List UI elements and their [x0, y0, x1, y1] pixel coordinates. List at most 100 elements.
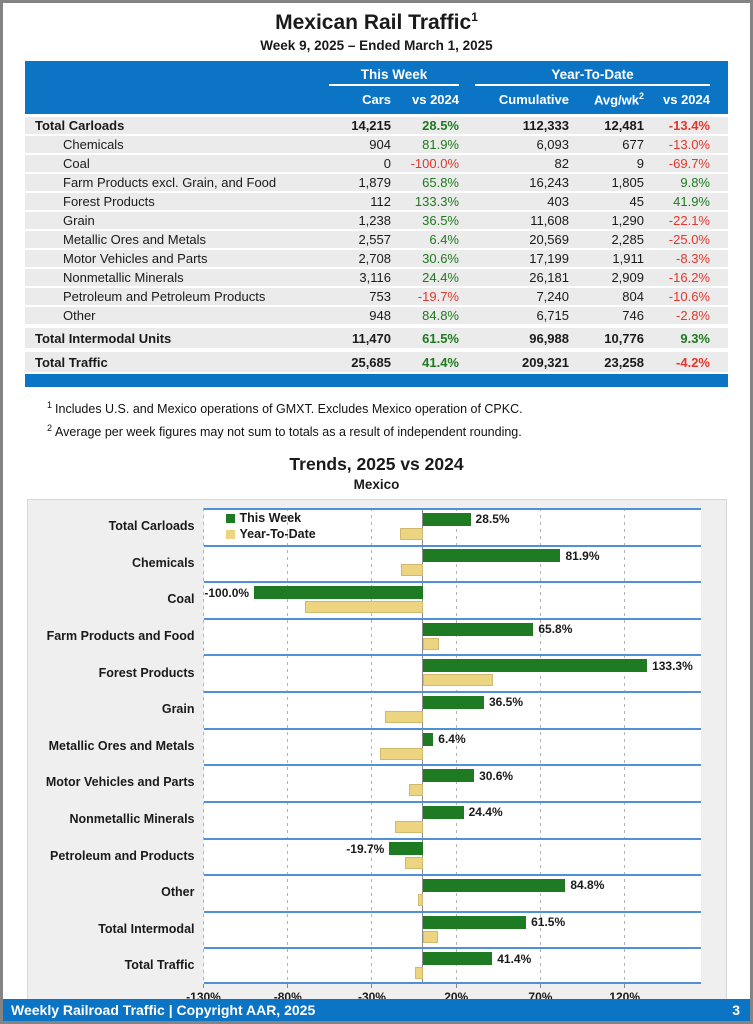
cell-vs2024-ytd: 9.8%: [680, 175, 710, 190]
cell-vs2024-ytd: -22.1%: [668, 213, 710, 228]
cell-cars: 2,557: [358, 232, 391, 247]
row-label: Forest Products: [63, 194, 155, 209]
band-separator-line: [203, 691, 701, 694]
cell-cars: 3,116: [359, 270, 391, 285]
band-separator-line: [203, 764, 701, 767]
cell-cars: 14,215: [351, 118, 391, 133]
title-footnote-marker: 1: [471, 10, 478, 24]
row-label: Motor Vehicles and Parts: [63, 251, 208, 266]
bar-value-label: -19.7%: [346, 841, 385, 856]
category-label: Total Carloads: [108, 519, 195, 534]
category-label: Total Intermodal: [98, 921, 195, 936]
row-label: Coal: [63, 156, 90, 171]
row-label: Other: [63, 308, 96, 323]
band-separator-line: [203, 545, 701, 548]
this-week-bar: [254, 586, 423, 600]
cell-cumulative: 6,715: [536, 308, 569, 323]
cell-vs2024-week: -100.0%: [410, 156, 459, 171]
chart-subtitle: Mexico: [353, 477, 400, 493]
row-label: Metallic Ores and Metals: [63, 232, 207, 247]
table-group-header-row: This Week Year-To-Date: [25, 64, 728, 86]
cell-cars: 753: [369, 289, 391, 304]
cell-vs2024-ytd: -69.7%: [668, 156, 710, 171]
row-label: Total Traffic: [35, 354, 108, 370]
table-header: This Week Year-To-Date Cars vs 2024 Cumu…: [25, 61, 728, 114]
row-label: Chemicals: [63, 137, 124, 152]
page-title-text: Mexican Rail Traffic: [275, 11, 472, 34]
band-separator-line: [203, 947, 701, 950]
row-label: Total Intermodal Units: [35, 330, 172, 346]
footnote-text: Includes U.S. and Mexico operations of G…: [55, 402, 523, 417]
this-week-bar: [422, 549, 561, 563]
cell-vs2024-week: 133.3%: [414, 194, 459, 209]
cell-vs2024-ytd: -25.0%: [668, 232, 710, 247]
row-label: Nonmetallic Minerals: [63, 270, 184, 285]
cell-vs2024-week: 24.4%: [422, 270, 459, 285]
cell-cumulative: 11,608: [530, 213, 569, 228]
cell-cars: 25,685: [351, 354, 391, 370]
category-label: Other: [161, 885, 195, 900]
table-row: Farm Products excl. Grain, and Food 1,879…: [25, 174, 728, 191]
cell-vs2024-ytd: 41.9%: [673, 194, 710, 209]
cell-cumulative: 403: [547, 194, 569, 209]
table-row: Metallic Ores and Metals 2,557 6.4% 20,569 2…: [25, 231, 728, 248]
bar-value-label: 65.8%: [538, 622, 573, 637]
gridline: [203, 508, 204, 985]
cell-vs2024-ytd: -4.2%: [676, 354, 710, 370]
cell-cars: 112: [370, 194, 391, 209]
category-label: Forest Products: [98, 665, 195, 680]
band-separator-line: [203, 838, 701, 841]
cell-cumulative: 16,243: [529, 175, 569, 190]
bar-value-label: 61.5%: [531, 915, 566, 930]
table-row: Nonmetallic Minerals 3,116 24.4% 26,181 2,90…: [25, 269, 728, 286]
year-to-date-bar: [385, 710, 423, 723]
cell-cumulative: 26,181: [529, 270, 569, 285]
cell-avg-per-week: 2,909: [611, 270, 644, 285]
cell-cars: 0: [383, 156, 391, 171]
cell-avg-per-week: 1,805: [611, 175, 644, 190]
cell-avg-per-week: 804: [622, 289, 644, 304]
cell-vs2024-ytd: 9.3%: [680, 330, 710, 346]
bar-value-label: 81.9%: [565, 548, 600, 563]
year-to-date-bar: [415, 967, 423, 980]
footnote: 1 Includes U.S. and Mexico operations of …: [47, 396, 750, 419]
column-header-cumulative: Cumulative: [498, 92, 569, 107]
row-label: Total Carloads: [35, 118, 125, 133]
category-label: Petroleum and Products: [50, 848, 195, 863]
x-tick-mark: [287, 984, 289, 989]
this-week-bar: [422, 659, 648, 673]
cell-avg-per-week: 45: [629, 194, 644, 209]
column-header-avg-per-week: Avg/wk2: [569, 88, 644, 107]
cell-avg-per-week: 2,285: [611, 232, 644, 247]
this-week-bar: [422, 695, 484, 709]
legend-item-year-to-date: Year-To-Date: [225, 527, 316, 541]
this-week-bar: [422, 622, 534, 636]
x-tick-mark: [624, 984, 626, 989]
band-separator-line: [203, 581, 701, 584]
table-bottom-bar: [25, 374, 728, 387]
cell-cumulative: 82: [554, 156, 569, 171]
category-label: Farm Products and Food: [46, 628, 195, 643]
cell-vs2024-ytd: -13.4%: [668, 118, 710, 133]
cell-vs2024-week: 28.5%: [422, 118, 459, 133]
bar-value-label: 30.6%: [479, 768, 514, 783]
band-separator-line: [203, 874, 701, 877]
table-column-header-row: Cars vs 2024 Cumulative Avg/wk2 vs 2024: [25, 86, 728, 110]
year-to-date-bar: [399, 527, 423, 540]
cell-vs2024-week: 65.8%: [422, 175, 459, 190]
avg-per-week-footnote-marker: 2: [638, 91, 644, 102]
cell-cars: 904: [369, 137, 391, 152]
cell-vs2024-week: 84.8%: [422, 308, 459, 323]
footnote: 2 Average per week figures may not sum to…: [47, 419, 750, 442]
chart-title: Trends, 2025 vs 2024: [289, 454, 464, 475]
cell-cars: 948: [369, 308, 391, 323]
page-subtitle: Week 9, 2025 – Ended March 1, 2025: [260, 38, 493, 53]
cell-vs2024-ytd: -16.2%: [668, 270, 710, 285]
cell-cumulative: 96,988: [529, 330, 569, 346]
bar-value-label: 133.3%: [652, 658, 693, 673]
cell-avg-per-week: 23,258: [604, 354, 644, 370]
gridline: [539, 508, 541, 985]
cell-cumulative: 6,093: [536, 137, 569, 152]
cell-cumulative: 7,240: [536, 289, 569, 304]
cell-avg-per-week: 746: [622, 308, 644, 323]
